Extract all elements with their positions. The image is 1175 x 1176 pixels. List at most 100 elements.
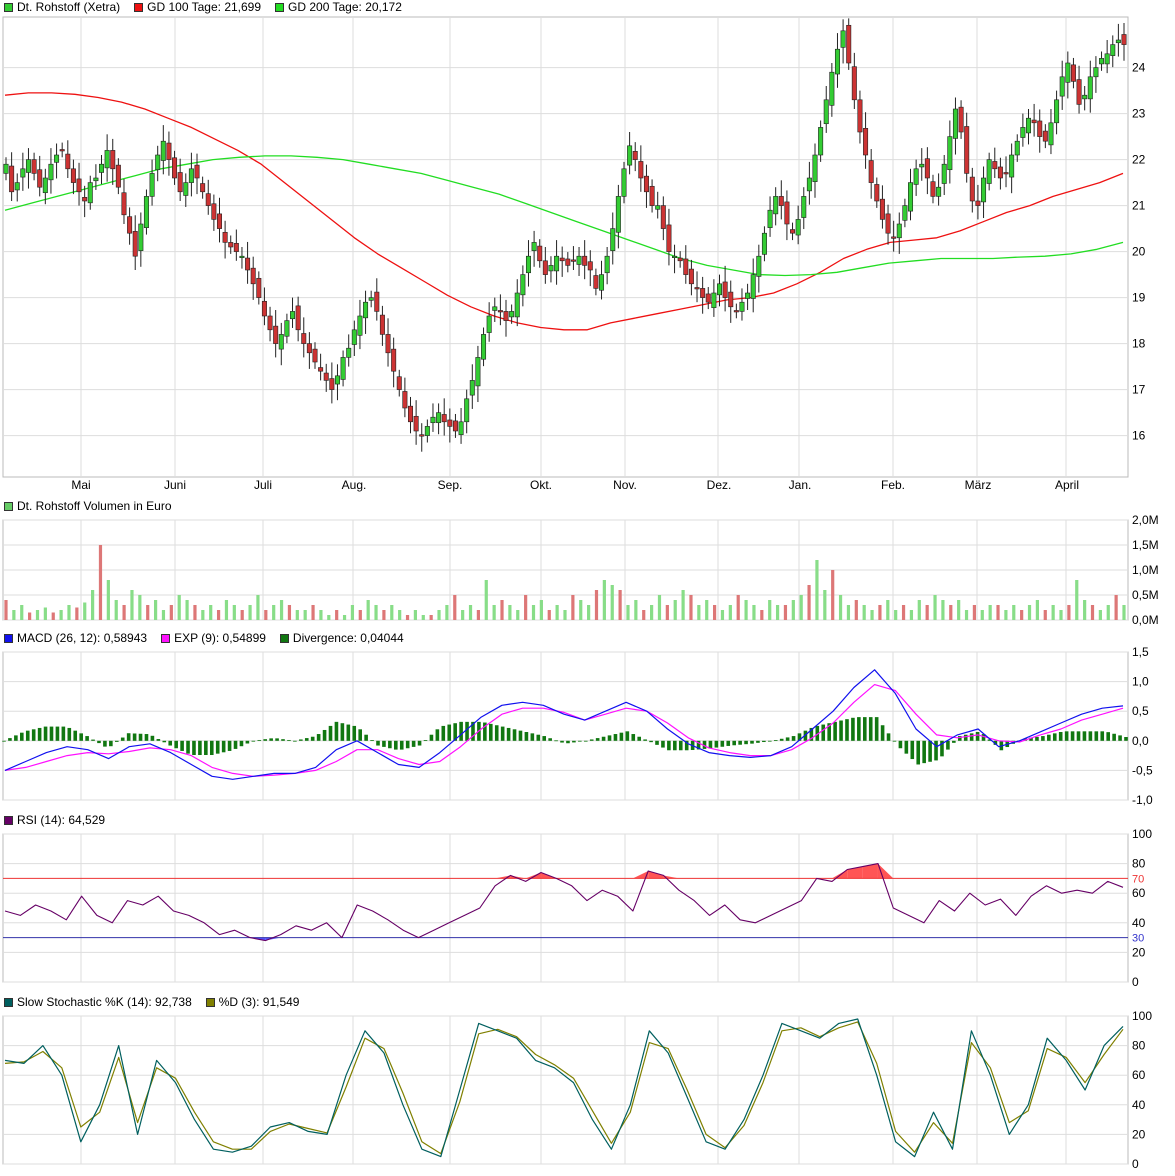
price-panel-frame	[2, 16, 1129, 478]
candle-down	[857, 99, 863, 133]
volume-bar	[949, 605, 953, 620]
volume-bar	[232, 605, 236, 620]
candle-up	[492, 306, 498, 311]
candle-down	[233, 243, 239, 252]
rsi-oversold-fill	[265, 937, 281, 941]
candle-up	[424, 426, 430, 436]
candle-down	[396, 376, 402, 390]
candle-up	[1009, 154, 1015, 178]
candle-up	[1059, 76, 1065, 97]
divergence-bar	[601, 736, 606, 741]
candle-up	[160, 140, 166, 161]
legend-label-exp: EXP (9): 0,54899	[174, 631, 266, 645]
candle-up	[806, 177, 812, 192]
volume-bar	[130, 590, 134, 620]
volume-bar	[783, 605, 788, 620]
divergence-bar	[79, 733, 83, 741]
candle-down	[924, 158, 930, 179]
divergence-bar	[186, 740, 190, 754]
volume-bar	[957, 600, 961, 620]
macd-line	[4, 669, 1124, 780]
volume-bar	[634, 600, 638, 620]
divergence-bar	[536, 734, 541, 741]
divergence-bar	[376, 740, 380, 746]
volume-bar	[1051, 605, 1055, 620]
legend-swatch-divergence	[279, 633, 289, 643]
candle-up	[672, 255, 678, 259]
candle-down	[593, 275, 599, 289]
divergence-bar	[31, 729, 36, 741]
divergence-bar	[880, 725, 885, 741]
candle-down	[132, 231, 138, 257]
divergence-bar	[109, 740, 113, 747]
volume-bar	[319, 610, 323, 620]
candle-up	[25, 159, 31, 173]
candle-down	[537, 245, 543, 262]
divergence-bar	[928, 740, 932, 762]
divergence-bar	[180, 740, 184, 751]
candle-down	[166, 142, 172, 160]
volume-bar	[705, 600, 709, 620]
candle-down	[975, 200, 981, 206]
legend-label-stoch-k: Slow Stochastic %K (14): 92,738	[17, 995, 192, 1009]
volume-bar	[413, 610, 418, 620]
month-label: April	[1055, 478, 1079, 492]
divergence-bar	[239, 740, 244, 747]
volume-bar	[941, 600, 945, 620]
candle-up	[834, 48, 840, 75]
legend-item-gd100: GD 100 Tage: 21,699	[134, 0, 261, 14]
candle-up	[627, 145, 633, 166]
volume-bar	[106, 580, 110, 620]
candle-up	[20, 168, 26, 178]
candle-down	[694, 287, 700, 290]
candle-down	[497, 310, 503, 313]
candle-down	[385, 334, 391, 354]
volume-bar	[1035, 600, 1039, 620]
candle-down	[666, 224, 672, 252]
candle-down	[846, 24, 852, 64]
volume-bar	[405, 615, 410, 620]
candle-up	[346, 347, 352, 358]
divergence-bar	[1082, 731, 1087, 741]
candle-down	[722, 281, 728, 298]
candle-up	[351, 329, 357, 345]
candle-down	[683, 258, 689, 275]
candle-down	[250, 267, 256, 285]
candle-down	[9, 165, 15, 193]
volume-bar	[201, 610, 205, 620]
divergence-bar	[809, 727, 814, 741]
legend-swatch-stock	[4, 2, 13, 12]
candle-up	[1048, 122, 1054, 146]
candle-down	[632, 151, 638, 160]
divergence-bar	[417, 740, 422, 746]
divergence-bar	[1064, 731, 1069, 741]
volume-bar	[665, 605, 669, 620]
volume-bar	[224, 600, 229, 620]
candle-down	[177, 172, 183, 193]
divergence-bar	[114, 740, 119, 742]
month-label: Aug.	[342, 478, 367, 492]
divergence-bar	[37, 727, 42, 741]
candle-down	[273, 325, 279, 344]
volume-bar	[988, 605, 992, 620]
candle-up	[149, 173, 155, 197]
candle-up	[469, 380, 475, 396]
candle-up	[908, 182, 914, 212]
divergence-bar	[20, 732, 24, 741]
candle-down	[643, 175, 649, 193]
candle-up	[818, 127, 824, 156]
volume-bar	[59, 610, 63, 620]
volume-y-tick: 0,0M	[1132, 613, 1159, 627]
volume-bar	[1090, 605, 1095, 620]
volume-bar	[870, 610, 874, 620]
divergence-bar	[506, 727, 511, 741]
candle-up	[531, 242, 537, 251]
candle-up	[93, 177, 99, 182]
volume-bar	[12, 610, 16, 620]
divergence-bar	[411, 740, 416, 747]
candle-up	[357, 315, 363, 336]
volume-bar	[846, 605, 851, 620]
candle-up	[458, 421, 464, 435]
candle-down	[115, 164, 121, 188]
